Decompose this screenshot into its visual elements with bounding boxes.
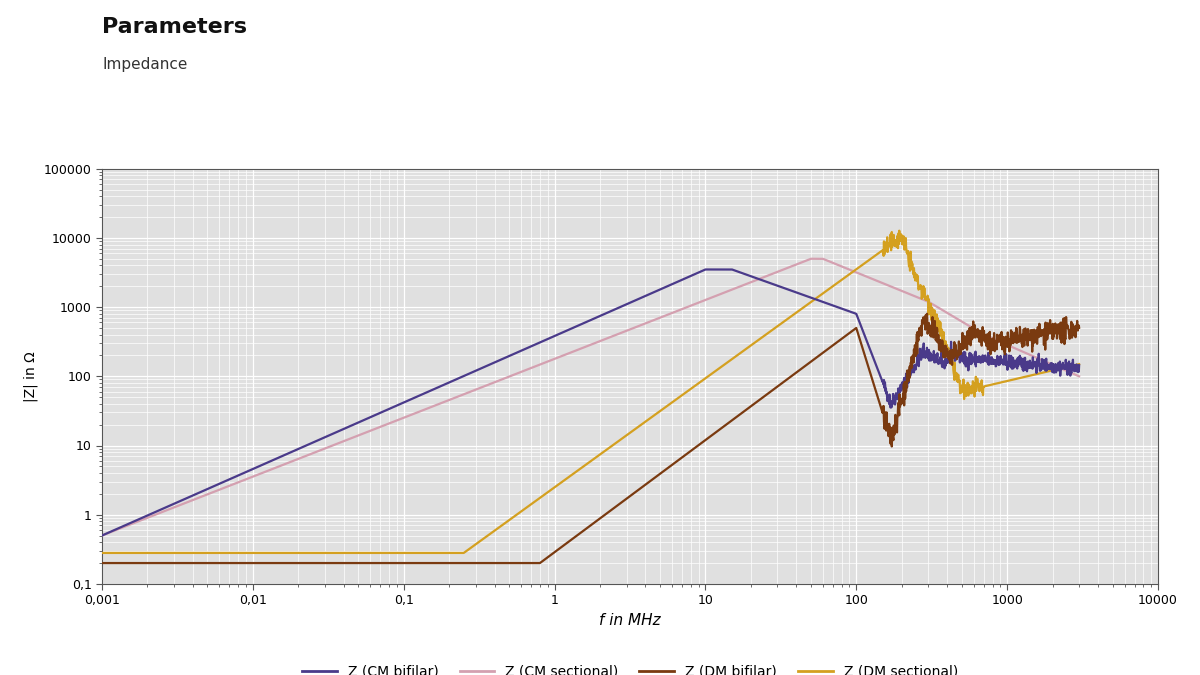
Legend: Z (CM,bifilar), Z (CM,sectional), Z (DM,bifilar), Z (DM,sectional): Z (CM,bifilar), Z (CM,sectional), Z (DM,… bbox=[296, 659, 964, 675]
Text: PUBLIC | TECHNICAL ACADEMY |: PUBLIC | TECHNICAL ACADEMY | bbox=[30, 655, 187, 666]
Text: Parameters: Parameters bbox=[102, 17, 247, 37]
X-axis label: f in MHz: f in MHz bbox=[599, 613, 661, 628]
Y-axis label: |Z| in Ω: |Z| in Ω bbox=[24, 351, 38, 402]
Text: WE: WE bbox=[1136, 641, 1169, 659]
Text: Impedance: Impedance bbox=[102, 57, 187, 72]
Text: COMMON-MODE CHOKE PARAMETERS EXPLAINED: COMMON-MODE CHOKE PARAMETERS EXPLAINED bbox=[30, 637, 300, 647]
